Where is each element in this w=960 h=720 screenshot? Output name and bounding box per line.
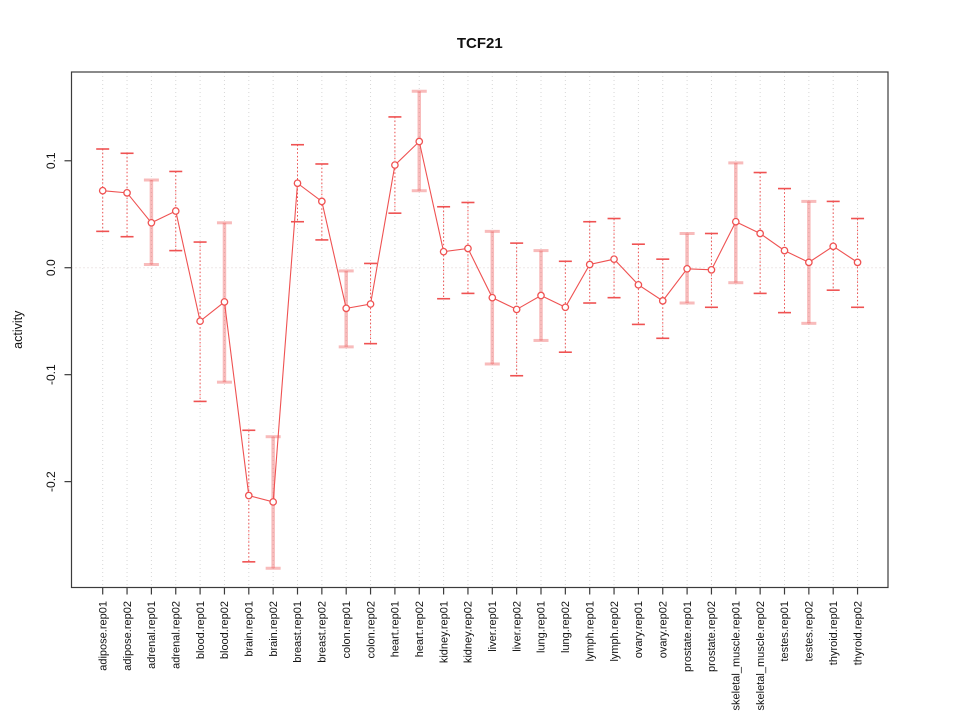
data-point-marker — [585, 260, 594, 269]
x-tick-label: thyroid.rep01 — [828, 601, 840, 665]
x-tick-label: lung.rep01 — [536, 601, 548, 653]
data-point-marker — [853, 258, 862, 267]
data-point-marker — [464, 244, 472, 253]
x-tick-label: thyroid.rep02 — [852, 601, 864, 665]
x-tick-label: heart.rep01 — [390, 601, 402, 657]
x-tick-label: prostate.rep02 — [706, 601, 718, 672]
x-tick-label: testes.rep02 — [804, 601, 816, 662]
y-tick-label: 0.1 — [44, 152, 58, 169]
x-tick-label: prostate.rep01 — [682, 601, 694, 672]
data-point-marker — [342, 304, 351, 313]
x-tick-label: testes.rep01 — [779, 601, 791, 662]
x-tick-label: lymph.rep02 — [609, 601, 621, 662]
x-tick-label: ovary.rep02 — [657, 601, 669, 658]
x-tick-label: kidney.rep01 — [438, 601, 450, 663]
data-point-marker — [98, 186, 107, 195]
data-point-marker — [196, 317, 204, 326]
data-point-marker — [269, 498, 277, 506]
data-point-marker — [756, 229, 765, 238]
data-point-marker — [293, 179, 302, 188]
data-point-marker — [610, 255, 618, 264]
y-tick-label: -0.2 — [44, 471, 58, 492]
x-tick-label: ovary.rep01 — [633, 601, 645, 658]
data-point-marker — [658, 297, 667, 305]
y-tick-label: 0.0 — [44, 259, 58, 276]
data-point-marker — [683, 264, 691, 273]
x-tick-label: adipose.rep02 — [122, 601, 134, 671]
data-point-marker — [634, 280, 643, 289]
data-point-marker — [123, 189, 131, 197]
data-point-marker — [707, 266, 716, 274]
data-point-marker — [366, 300, 375, 308]
y-axis-label: activity — [11, 310, 25, 349]
data-point-marker — [731, 217, 740, 226]
x-tick-label: heart.rep02 — [414, 601, 426, 657]
data-point-marker — [147, 218, 156, 227]
data-point-marker — [439, 247, 448, 256]
data-point-marker — [391, 161, 399, 169]
x-tick-label: blood.rep02 — [219, 601, 231, 659]
x-tick-label: blood.rep01 — [195, 601, 207, 659]
chart-title: TCF21 — [457, 35, 503, 52]
x-tick-label: adipose.rep01 — [97, 601, 109, 671]
x-tick-label: liver.rep02 — [511, 601, 523, 652]
x-tick-label: brain.rep02 — [268, 601, 280, 657]
x-tick-label: breast.rep01 — [292, 601, 304, 663]
data-point-marker — [512, 305, 521, 314]
x-tick-label: lymph.rep01 — [584, 601, 596, 662]
data-point-marker — [488, 293, 497, 302]
x-tick-label: kidney.rep02 — [463, 601, 475, 663]
data-point-marker — [537, 291, 545, 300]
data-point-marker — [561, 303, 570, 312]
data-point-marker — [780, 246, 789, 255]
chart-generated-content: 0.1 0.0 -0.1 -0.2 adipose.rep01 adipose.rep02… — [44, 72, 888, 710]
y-tick-label: -0.1 — [44, 364, 58, 385]
x-tick-label: brain.rep01 — [244, 601, 256, 657]
data-point-marker — [415, 137, 424, 146]
x-tick-label: lung.rep02 — [560, 601, 572, 653]
data-point-marker — [220, 298, 229, 306]
x-tick-label: adrenal.rep02 — [170, 601, 182, 669]
x-tick-label: breast.rep02 — [317, 601, 329, 663]
x-tick-label: adrenal.rep01 — [146, 601, 158, 669]
x-tick-label: skeletal_muscle.rep02 — [755, 601, 767, 710]
x-tick-label: liver.rep01 — [487, 601, 499, 652]
plot-border — [70, 71, 889, 589]
data-point-marker — [244, 491, 253, 500]
series-line — [102, 140, 858, 503]
x-tick-label: skeletal_muscle.rep01 — [731, 601, 743, 710]
x-tick-label: colon.rep02 — [365, 601, 377, 659]
data-point-marker — [804, 258, 813, 267]
data-point-marker — [829, 242, 838, 251]
data-point-marker — [171, 207, 180, 215]
data-point-marker — [317, 197, 326, 206]
x-tick-label: colon.rep01 — [341, 601, 353, 659]
